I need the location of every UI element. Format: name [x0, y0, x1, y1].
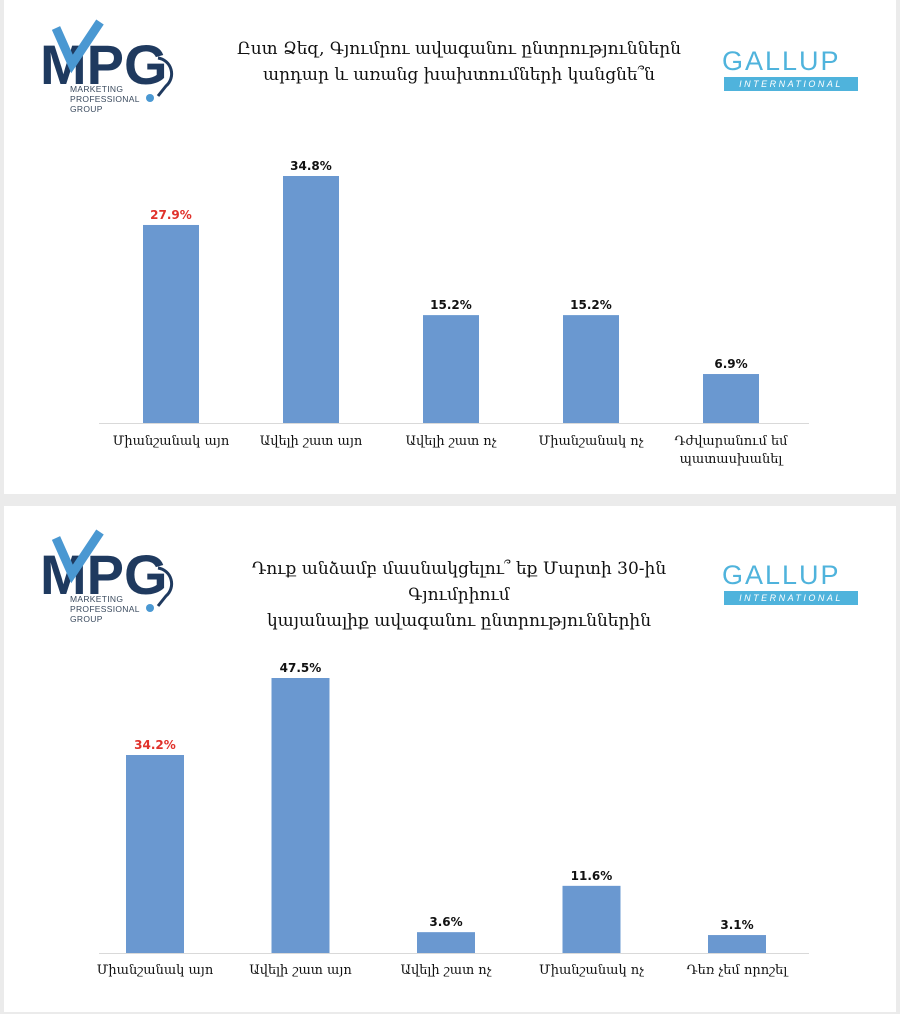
category-tick-label: Միանշանակ այո [113, 434, 230, 449]
category-tick-label: Միանշանակ այո [97, 963, 214, 978]
data-label: 6.9% [714, 357, 747, 371]
gallup-logo-sub: INTERNATIONAL [724, 77, 858, 91]
data-label: 3.1% [720, 918, 753, 932]
mpg-check-icon [51, 19, 104, 74]
chart-panel-1: MPG MARKETING PROFESSIONAL GROUP Ըստ Ձեզ… [4, 0, 896, 494]
category-tick-label: Ավելի շատ այո [260, 434, 363, 449]
gallup-logo: GALLUP INTERNATIONAL [718, 556, 858, 608]
mpg-logo: MPG [40, 529, 174, 612]
data-label: 15.2% [430, 298, 472, 312]
category-tick-label: Ավելի շատ ոչ [401, 963, 492, 978]
bar [703, 374, 759, 423]
data-label: 11.6% [571, 869, 613, 883]
bar-chart-2: 34.2% Միանշանակ այո 47.5% Ավելի շատ այո 3.6%… [97, 661, 809, 978]
gallup-logo-name: GALLUP [722, 560, 841, 590]
category-tick-label: Միանշանակ ոչ [539, 434, 644, 449]
category-tick-label: Դեռ չեմ որոշել [687, 963, 790, 978]
bar [562, 885, 621, 953]
chart-1-title: Ըստ Ձեզ, Գյումրու ավագանու ընտրություննե… [237, 39, 681, 85]
bar [708, 935, 766, 953]
bar [283, 176, 339, 423]
data-label: 34.2% [134, 738, 176, 752]
bar [417, 932, 475, 953]
bar [271, 678, 330, 953]
category-tick-label: Ավելի շատ այո [249, 963, 352, 978]
mpg-logo: MPG [40, 19, 174, 102]
bar [423, 315, 479, 423]
mpg-logo-subtitle: MARKETING PROFESSIONAL GROUP [70, 594, 140, 624]
data-label: 15.2% [570, 298, 612, 312]
category-tick-label: Միանշանակ ոչ [539, 963, 644, 978]
mpg-check-icon [51, 529, 104, 584]
data-label: 3.6% [429, 915, 462, 929]
chart-2-title: Դուք անձամբ մասնակցելու՞ եք Մարտի 30-ին … [251, 559, 667, 631]
headset-icon [156, 56, 174, 97]
data-label: 47.5% [280, 661, 322, 675]
category-tick-label: պատասխանել [680, 452, 785, 467]
bar [126, 755, 184, 953]
data-label: 34.8% [290, 159, 332, 173]
headset-icon [156, 566, 174, 607]
gallup-logo: GALLUP INTERNATIONAL [718, 42, 858, 94]
bar [563, 315, 619, 423]
chart-panel-2: MPG MARKETING PROFESSIONAL GROUP Դուք ան… [4, 506, 896, 1012]
bar [143, 224, 199, 423]
bar-chart-1: 27.9% Միանշանակ այո 34.8% Ավելի շատ այո 15.2… [99, 159, 809, 467]
gallup-logo-name: GALLUP [722, 46, 841, 76]
category-tick-label: Ավելի շատ ոչ [406, 434, 497, 449]
mpg-logo-subtitle: MARKETING PROFESSIONAL GROUP [70, 84, 140, 114]
category-tick-label: Դժվարանում եմ [675, 434, 789, 449]
gallup-logo-sub: INTERNATIONAL [724, 591, 858, 605]
data-label: 27.9% [150, 208, 192, 222]
